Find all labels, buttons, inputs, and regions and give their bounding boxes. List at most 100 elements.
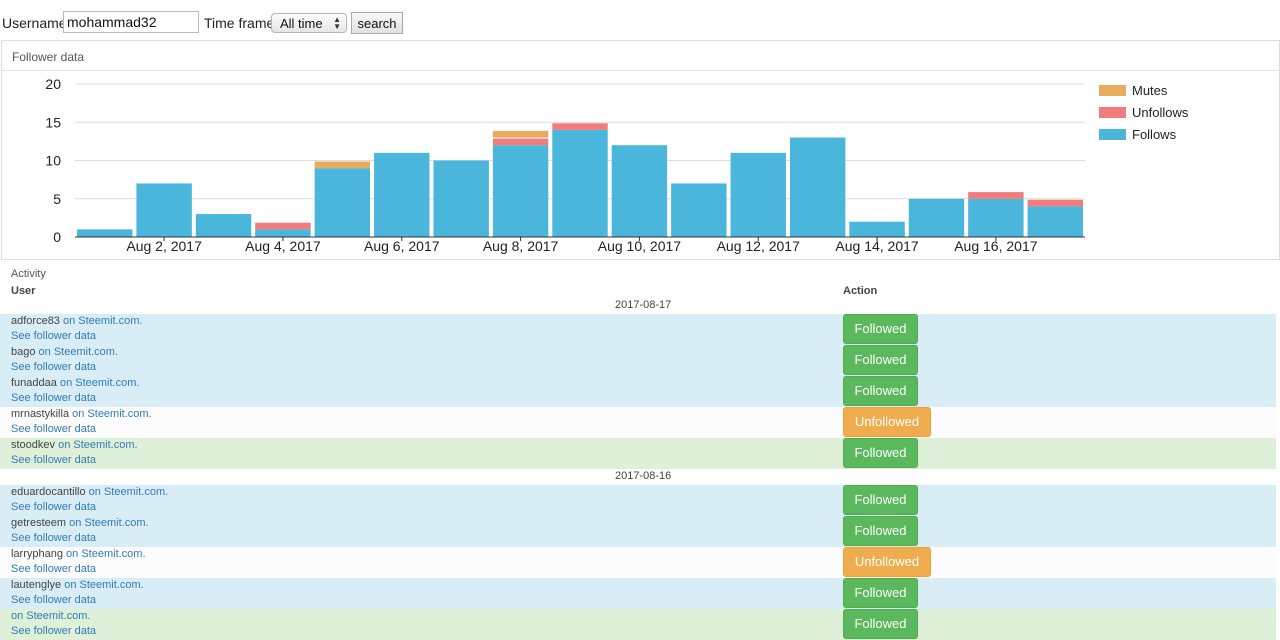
- action-badge: Unfollowed: [843, 547, 931, 577]
- select-arrows-icon: ▲ ▼: [333, 15, 341, 31]
- date-group-header: 2017-08-17: [0, 299, 1280, 314]
- steemit-profile-link[interactable]: on Steemit.com.: [59, 315, 143, 327]
- username-label: Username: [2, 15, 67, 31]
- username-text: stoodkev: [11, 439, 56, 451]
- see-follower-data-link[interactable]: See follower data: [11, 594, 96, 606]
- steemit-profile-link[interactable]: on Steemit.com.: [61, 579, 144, 591]
- username-text: lautenglye: [11, 579, 62, 591]
- user-cell: funaddaa on Steemit.com.: [11, 377, 139, 389]
- legend-label: Mutes: [1132, 83, 1168, 98]
- panel-header: Follower data: [2, 41, 1279, 71]
- activity-row: getresteem on Steemit.com. See follower d…: [0, 516, 1276, 547]
- column-header-user: User: [11, 285, 36, 297]
- bar-unfollows: [552, 123, 608, 130]
- bar-follows: [314, 168, 371, 237]
- bar-mutes: [492, 130, 549, 138]
- activity-row: stoodkev on Steemit.com. See follower dat…: [0, 438, 1276, 469]
- activity-row: mrnastykilla on Steemit.com. See follower…: [0, 407, 1276, 438]
- see-follower-data-link[interactable]: See follower data: [11, 423, 96, 435]
- action-badge: Followed: [843, 376, 918, 406]
- user-cell: on Steemit.com.: [11, 610, 90, 622]
- bar-follows: [789, 137, 846, 237]
- bar-follows: [968, 198, 1024, 237]
- bar-unfollows: [255, 222, 311, 230]
- bar-follows: [1027, 206, 1083, 237]
- steemit-profile-link[interactable]: on Steemit.com.: [85, 486, 169, 498]
- legend-swatch: [1099, 85, 1126, 96]
- y-tick-label: 20: [45, 76, 61, 92]
- activity-row: adforce83 on Steemit.com. See follower da…: [0, 314, 1276, 345]
- timeframe-select[interactable]: All time ▲ ▼: [271, 13, 347, 33]
- username-text: eduardocantillo: [11, 486, 86, 498]
- bar-follows: [611, 145, 668, 237]
- username-text: adforce83: [11, 315, 60, 327]
- legend-label: Follows: [1132, 127, 1177, 142]
- x-tick-label: Aug 8, 2017: [483, 238, 559, 254]
- legend-swatch: [1099, 107, 1126, 118]
- username-text: getresteem: [11, 517, 67, 529]
- see-follower-data-link[interactable]: See follower data: [11, 392, 96, 404]
- bar-follows: [849, 221, 905, 237]
- x-tick-label: Aug 12, 2017: [717, 238, 801, 254]
- bar-follows: [255, 229, 311, 237]
- action-badge: Unfollowed: [843, 407, 931, 437]
- steemit-profile-link[interactable]: on Steemit.com.: [11, 610, 91, 622]
- y-tick-label: 0: [53, 229, 61, 245]
- bar-unfollows: [968, 192, 1024, 199]
- steemit-profile-link[interactable]: on Steemit.com.: [55, 439, 138, 451]
- username-text: bago: [11, 346, 36, 358]
- bar-follows: [492, 145, 549, 237]
- date-group-header: 2017-08-16: [0, 470, 1280, 485]
- search-button[interactable]: search: [351, 12, 403, 34]
- steemit-profile-link[interactable]: on Steemit.com.: [56, 377, 140, 389]
- user-cell: mrnastykilla on Steemit.com.: [11, 408, 152, 420]
- action-badge: Followed: [843, 345, 918, 375]
- user-cell: larryphang on Steemit.com.: [11, 548, 146, 560]
- column-header-action: Action: [843, 285, 878, 297]
- activity-row: lautenglye on Steemit.com. See follower d…: [0, 578, 1276, 609]
- see-follower-data-link[interactable]: See follower data: [11, 330, 96, 342]
- see-follower-data-link[interactable]: See follower data: [11, 532, 96, 544]
- activity-row: bago on Steemit.com. See follower data Fol…: [0, 345, 1276, 376]
- bar-follows: [908, 198, 965, 237]
- search-bar: Username Time frame All time ▲▼ search: [0, 0, 1280, 40]
- legend-label: Unfollows: [1132, 105, 1189, 120]
- activity-row: larryphang on Steemit.com. See follower d…: [0, 547, 1276, 578]
- see-follower-data-link[interactable]: See follower data: [11, 625, 96, 637]
- bar-follows: [433, 160, 489, 237]
- user-cell: bago on Steemit.com.: [11, 346, 118, 358]
- steemit-profile-link[interactable]: on Steemit.com.: [69, 408, 152, 420]
- user-cell: adforce83 on Steemit.com.: [11, 315, 142, 327]
- date-label: 2017-08-16: [615, 470, 672, 482]
- y-tick-label: 15: [45, 114, 61, 130]
- legend-swatch: [1099, 129, 1126, 140]
- activity-row: on Steemit.com. See follower data Followed: [0, 609, 1276, 640]
- username-text: larryphang: [11, 548, 63, 560]
- panel-title: Follower data: [12, 50, 85, 64]
- user-cell: getresteem on Steemit.com.: [11, 517, 149, 529]
- see-follower-data-link[interactable]: See follower data: [11, 454, 96, 466]
- bar-follows: [671, 183, 727, 237]
- y-tick-label: 10: [45, 153, 61, 169]
- follower-chart: 0 5 10 15 20 Aug 2, 2017 Aug 4, 2017 Aug 6, 201…: [45, 76, 1085, 254]
- action-badge: Followed: [843, 438, 918, 468]
- see-follower-data-link[interactable]: See follower data: [11, 501, 96, 513]
- see-follower-data-link[interactable]: See follower data: [11, 563, 96, 575]
- username-text: mrnastykilla: [11, 408, 70, 420]
- steemit-profile-link[interactable]: on Steemit.com.: [62, 548, 146, 560]
- bar-follows: [552, 129, 608, 237]
- bar-follows: [77, 229, 133, 237]
- bar-follows: [136, 183, 192, 237]
- y-tick-label: 5: [53, 191, 61, 207]
- steemit-profile-link[interactable]: on Steemit.com.: [35, 346, 119, 358]
- see-follower-data-link[interactable]: See follower data: [11, 361, 96, 373]
- bar-unfollows: [492, 138, 549, 146]
- x-tick-label: Aug 14, 2017: [835, 238, 919, 254]
- action-badge: Followed: [843, 609, 918, 639]
- bar-follows: [730, 152, 786, 237]
- username-input[interactable]: [63, 11, 199, 33]
- x-tick-label: Aug 16, 2017: [954, 238, 1038, 254]
- action-badge: Followed: [843, 578, 918, 608]
- bar-unfollows: [1027, 199, 1083, 207]
- steemit-profile-link[interactable]: on Steemit.com.: [66, 517, 149, 529]
